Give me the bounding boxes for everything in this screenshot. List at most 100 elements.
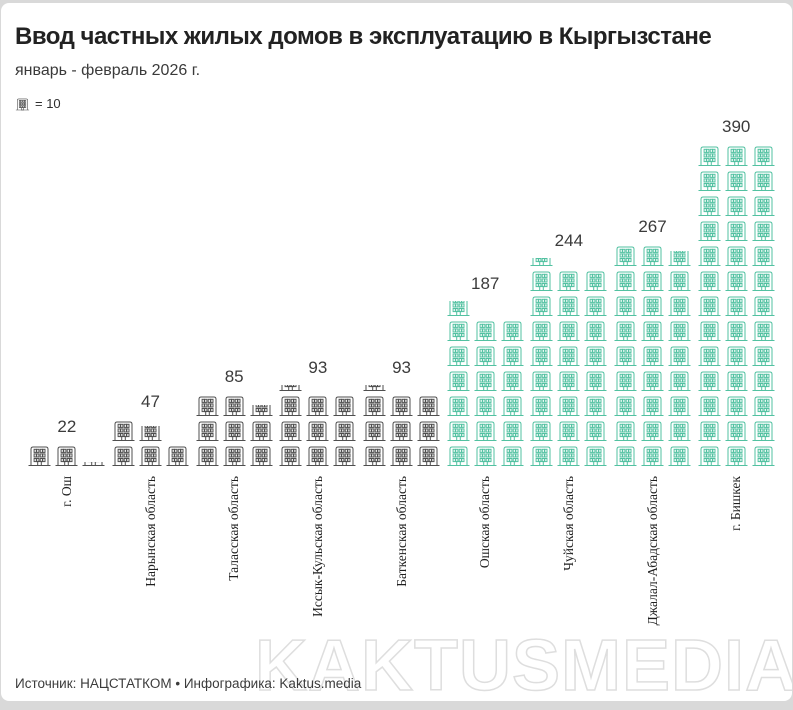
building-icon (556, 344, 581, 367)
building-icon (111, 444, 136, 467)
building-icon (222, 419, 247, 442)
icon-row (697, 144, 776, 167)
building-icon (54, 444, 79, 467)
icon-grid (278, 385, 357, 467)
icon-row (529, 258, 608, 267)
chart-column: 93 (276, 358, 360, 467)
building-icon (81, 462, 106, 467)
building-icon (556, 269, 581, 292)
chart-column: 85 (192, 367, 276, 467)
icon-row (362, 444, 441, 467)
x-axis-label: Баткенская область (360, 476, 444, 654)
icon-row (613, 419, 692, 442)
value-label: 47 (141, 392, 160, 411)
building-icon (583, 394, 608, 417)
building-icon (724, 244, 749, 267)
building-icon (446, 444, 471, 467)
building-icon (362, 419, 387, 442)
building-icon (249, 405, 274, 417)
x-axis-label-text: Нарынская область (142, 476, 158, 587)
icon-row (446, 301, 525, 317)
building-icon (583, 269, 608, 292)
building-icon (305, 444, 330, 467)
building-icon (195, 444, 220, 467)
building-icon (556, 419, 581, 442)
building-icon (278, 444, 303, 467)
building-icon (613, 369, 638, 392)
chart-column: 93 (360, 358, 444, 467)
building-icon (697, 194, 722, 217)
building-icon (613, 394, 638, 417)
value-label: 187 (471, 274, 500, 293)
building-icon (640, 369, 665, 392)
page-subtitle: январь - февраль 2026 г. (15, 62, 201, 79)
icon-row (529, 394, 608, 417)
building-icon (697, 269, 722, 292)
building-icon (556, 319, 581, 342)
building-icon (473, 319, 498, 342)
chart-column: 47 (109, 392, 193, 467)
building-icon (697, 294, 722, 317)
building-icon (111, 419, 136, 442)
building-icon (697, 419, 722, 442)
building-icon (473, 394, 498, 417)
building-icon (305, 419, 330, 442)
icon-grid (446, 301, 525, 467)
icon-row (111, 419, 190, 442)
x-axis-labels: г. Ош Нарынская область Таласская область И… (15, 476, 778, 654)
building-icon (362, 394, 387, 417)
building-icon (222, 394, 247, 417)
building-icon (724, 144, 749, 167)
building-icon (640, 269, 665, 292)
building-icon (138, 426, 163, 442)
icon-row (446, 319, 525, 342)
building-icon (362, 444, 387, 467)
building-icon (724, 319, 749, 342)
building-icon (165, 444, 190, 467)
icon-row (446, 394, 525, 417)
building-icon (640, 444, 665, 467)
x-axis-label-text: Ошская область (477, 476, 493, 569)
source-credit: Источник: НАЦСТАТКОМ • Инфографика: Kakt… (15, 676, 362, 691)
icon-row (613, 269, 692, 292)
building-icon (500, 369, 525, 392)
building-icon (27, 444, 52, 467)
building-icon (362, 385, 387, 392)
x-axis-label: Нарынская область (109, 476, 193, 654)
chart-column: 390 (694, 117, 778, 467)
building-icon (724, 369, 749, 392)
building-icon (332, 419, 357, 442)
building-icon (195, 394, 220, 417)
icon-row (278, 419, 357, 442)
building-icon (640, 244, 665, 267)
building-icon (724, 294, 749, 317)
icon-row (613, 294, 692, 317)
icon-row (529, 369, 608, 392)
building-icon (697, 369, 722, 392)
building-icon (697, 394, 722, 417)
building-icon (667, 251, 692, 267)
building-icon (724, 394, 749, 417)
value-label: 267 (638, 217, 667, 236)
building-icon (697, 169, 722, 192)
icon-grid (613, 244, 692, 467)
building-icon (751, 269, 776, 292)
icon-row (613, 444, 692, 467)
building-icon (389, 444, 414, 467)
building-icon (446, 319, 471, 342)
building-icon (697, 344, 722, 367)
building-icon (278, 419, 303, 442)
icon-row (362, 394, 441, 417)
x-axis-label-text: Баткенская область (393, 476, 409, 587)
building-icon (724, 344, 749, 367)
building-icon (249, 419, 274, 442)
value-label: 22 (57, 417, 77, 436)
building-icon (473, 344, 498, 367)
x-axis-label: г. Ош (25, 476, 109, 654)
icon-row (278, 444, 357, 467)
x-axis-label: г. Бишкек (694, 476, 778, 654)
icon-row (27, 444, 106, 467)
building-icon (416, 419, 441, 442)
building-icon (500, 344, 525, 367)
building-icon (613, 419, 638, 442)
